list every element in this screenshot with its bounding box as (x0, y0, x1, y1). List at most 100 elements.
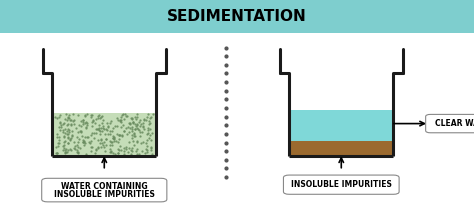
Text: INSOLUBLE IMPURITIES: INSOLUBLE IMPURITIES (291, 180, 392, 189)
Point (109, 151, 117, 155)
Point (63, 151, 70, 154)
Point (106, 129, 114, 132)
Point (106, 121, 113, 125)
Point (128, 137, 136, 140)
Point (130, 143, 138, 147)
Point (125, 130, 132, 134)
Point (80, 143, 88, 146)
Point (60, 136, 68, 139)
Point (87, 139, 95, 142)
Point (118, 120, 125, 124)
FancyBboxPatch shape (426, 114, 474, 133)
Point (81, 142, 88, 145)
Point (73, 136, 81, 139)
Point (143, 144, 150, 147)
Point (61, 148, 69, 152)
Point (114, 152, 121, 155)
Point (94, 138, 102, 141)
Point (102, 137, 110, 140)
FancyBboxPatch shape (42, 178, 167, 202)
Point (59, 122, 67, 126)
Point (73, 151, 81, 154)
Point (122, 115, 130, 118)
Point (131, 123, 139, 126)
Point (71, 147, 78, 150)
Point (116, 133, 123, 137)
Point (126, 122, 134, 125)
Point (109, 140, 116, 144)
Point (96, 130, 104, 133)
Point (62, 112, 70, 116)
Point (115, 148, 122, 151)
Point (99, 129, 106, 133)
Point (66, 147, 73, 150)
Point (111, 124, 118, 128)
Point (110, 137, 118, 140)
Point (74, 140, 82, 144)
Point (55, 138, 63, 141)
Point (128, 125, 136, 129)
Point (66, 118, 73, 122)
Point (106, 143, 113, 146)
Point (118, 134, 126, 138)
Point (67, 119, 75, 122)
Point (127, 122, 134, 125)
Point (88, 133, 95, 137)
Point (125, 140, 133, 144)
Point (99, 144, 106, 147)
Point (71, 140, 78, 144)
Point (61, 139, 69, 142)
Point (62, 148, 70, 151)
Point (60, 134, 68, 137)
Point (100, 140, 108, 144)
Point (82, 125, 90, 128)
Point (114, 147, 121, 151)
Point (106, 132, 113, 136)
Point (148, 152, 156, 156)
Point (85, 140, 93, 143)
Point (132, 124, 139, 128)
Point (101, 133, 109, 136)
Point (98, 126, 105, 130)
Point (129, 120, 137, 124)
Point (60, 121, 68, 124)
Point (133, 126, 140, 130)
Point (64, 122, 72, 125)
Point (143, 148, 151, 151)
Point (67, 122, 74, 126)
Point (69, 135, 76, 138)
Point (123, 114, 130, 117)
Point (133, 115, 141, 119)
Point (126, 126, 134, 130)
Point (98, 137, 105, 141)
Point (74, 151, 82, 155)
Point (79, 122, 87, 126)
Point (86, 142, 93, 145)
Point (143, 138, 151, 141)
Point (121, 112, 128, 116)
Point (128, 152, 135, 156)
Point (114, 141, 122, 144)
Point (56, 120, 64, 124)
Point (144, 128, 152, 132)
Point (64, 127, 72, 130)
Point (144, 116, 151, 119)
Point (55, 141, 62, 145)
Point (67, 148, 75, 151)
Point (107, 149, 115, 152)
Point (80, 141, 87, 144)
Point (140, 140, 147, 143)
Point (95, 113, 103, 116)
Point (131, 127, 138, 130)
Point (95, 123, 103, 126)
Point (80, 141, 88, 144)
Point (139, 125, 147, 128)
Point (101, 149, 109, 153)
Point (54, 145, 61, 148)
Point (100, 126, 107, 130)
Point (68, 136, 75, 140)
Point (61, 118, 68, 121)
Point (118, 118, 125, 122)
Point (69, 119, 76, 123)
Point (128, 146, 136, 150)
